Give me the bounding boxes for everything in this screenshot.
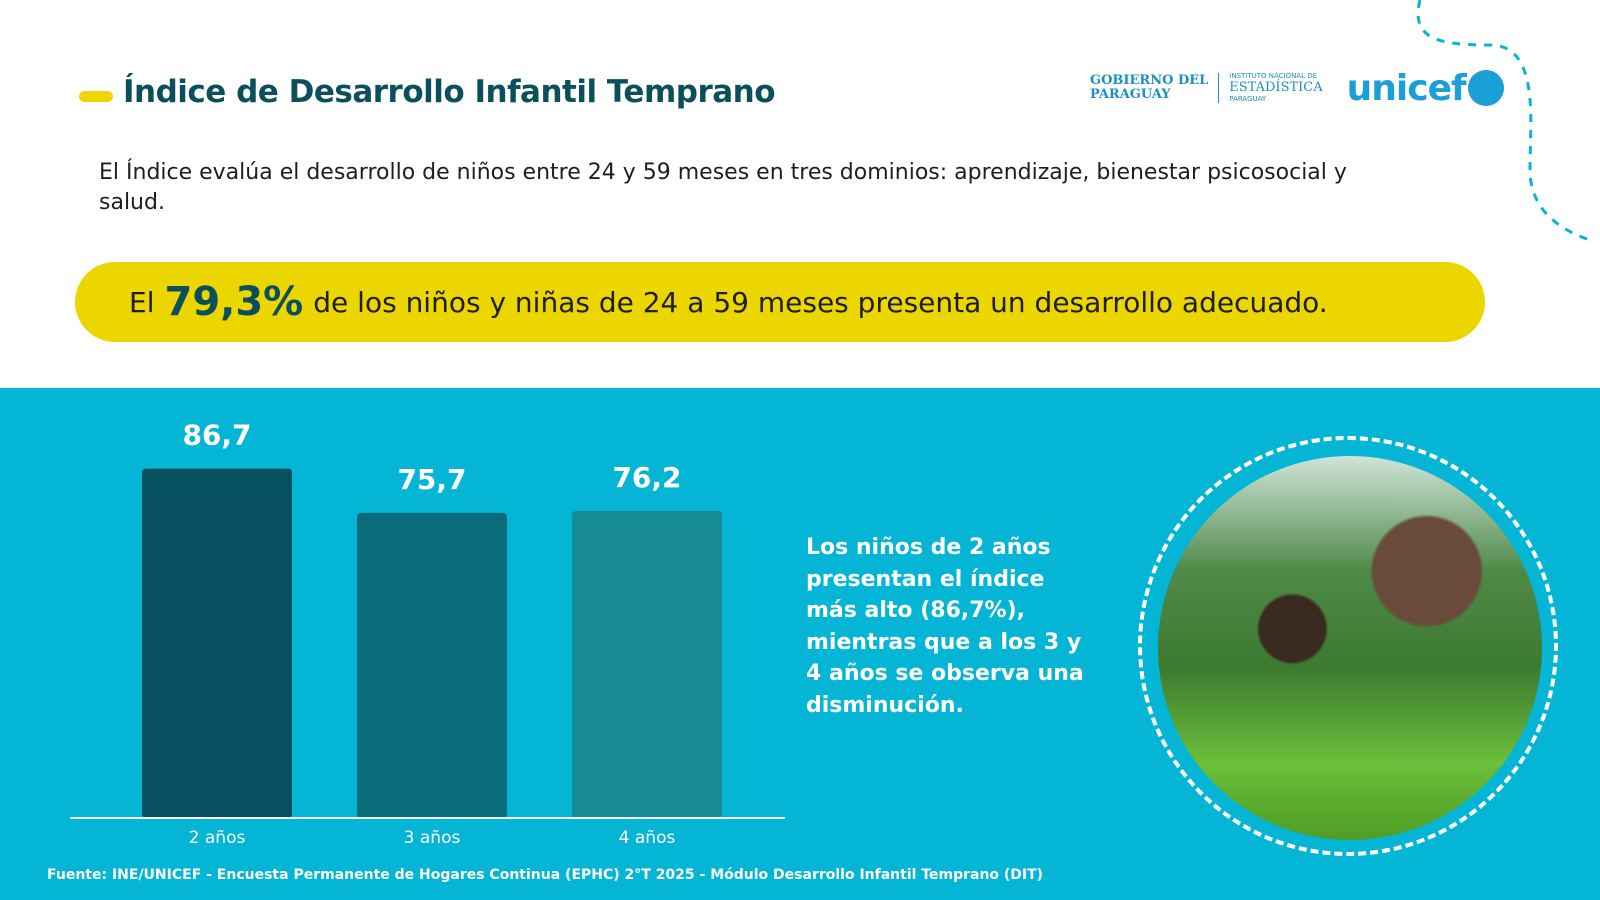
unicef-globe-icon xyxy=(1467,70,1504,106)
bar-value-label: 76,2 xyxy=(612,461,681,494)
bar xyxy=(572,510,722,818)
title-accent xyxy=(79,91,113,102)
x-tick-label: 4 años xyxy=(619,828,676,848)
intro-text: El Índice evalúa el desarrollo de niños … xyxy=(99,160,1347,215)
logo-divider xyxy=(1218,73,1220,103)
highlight-suffix: de los niños y niñas de 24 a 59 meses pr… xyxy=(313,285,1328,319)
chart-note: Los niños de 2 años presentan el índice … xyxy=(806,535,1084,718)
x-tick-label: 2 años xyxy=(189,828,246,848)
gobierno-logo: GOBIERNO DEL PARAGUAY xyxy=(1090,73,1209,102)
photo-dashed-ring xyxy=(1138,436,1558,856)
highlight-value: 79,3% xyxy=(164,279,304,325)
highlight-prefix: El xyxy=(129,285,155,319)
bar xyxy=(142,468,292,818)
unicef-logo: unicef xyxy=(1346,67,1467,109)
logos: GOBIERNO DEL PARAGUAY INSTITUTO NACIONAL … xyxy=(1090,64,1504,112)
highlight-banner: El 79,3% de los niños y niñas de 24 a 59… xyxy=(75,262,1485,342)
bar xyxy=(357,512,507,818)
source-note: Fuente: INE/UNICEF - Encuesta Permanente… xyxy=(47,867,1044,883)
decorative-dashed-curve xyxy=(1416,0,1591,242)
ine-logo: INSTITUTO NACIONAL DE ESTADÍSTICA PARAGUAY xyxy=(1229,72,1323,103)
bar-value-label: 75,7 xyxy=(397,463,466,496)
bar-value-label: 86,7 xyxy=(182,419,251,452)
x-tick-label: 3 años xyxy=(404,828,461,848)
page-title: Índice de Desarrollo Infantil Temprano xyxy=(123,74,776,110)
